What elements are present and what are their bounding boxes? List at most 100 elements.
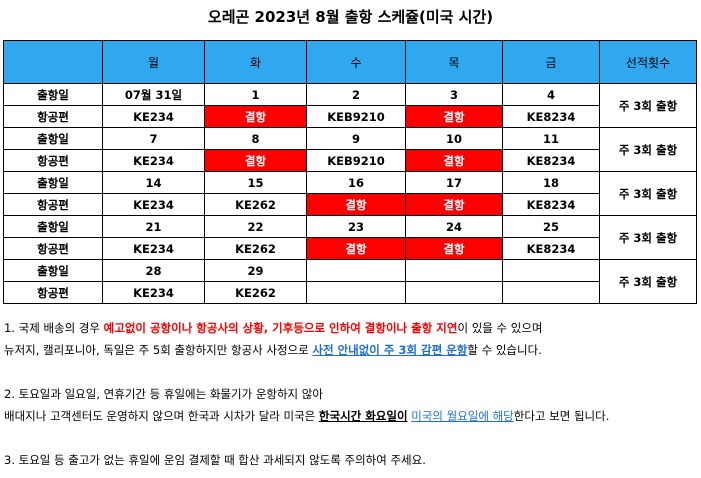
- note-3: 3. 토요일 등 출고가 없는 휴일에 운임 결제할 때 합산 과세되지 않도록…: [4, 449, 694, 471]
- date-cell: 4: [502, 83, 600, 106]
- note-text: 배대지나 고객센터도 운영하지 않으며 한국과 시차가 달라 미국은: [4, 409, 319, 423]
- flight-cell: KE8234: [502, 237, 600, 260]
- flight-cell: [306, 281, 406, 304]
- header-row: 월 화 수 목 금 선적횟수: [3, 40, 697, 84]
- flight-cell: KE262: [204, 193, 307, 216]
- date-cell: 10: [405, 127, 503, 150]
- cancelled-flight-cell: 결항: [204, 105, 307, 128]
- note-text: 3. 토요일 등 출고가 없는 휴일에 운임 결제할 때 합산 과세되지 않도록…: [4, 453, 426, 467]
- table-row: 항공편 KE234 KE262: [3, 281, 697, 304]
- row-label-date: 출항일: [3, 171, 103, 194]
- header-cell-wed: 수: [306, 40, 406, 84]
- date-cell: [405, 259, 503, 282]
- date-cell: 18: [502, 171, 600, 194]
- weekly-count-cell: 주 3회 출항: [599, 171, 697, 216]
- flight-cell: KEB9210: [306, 105, 406, 128]
- date-cell: 24: [405, 215, 503, 238]
- page-title: 오레곤 2023년 8월 출항 스케쥴(미국 시간): [207, 8, 494, 26]
- flight-cell: KE8234: [502, 193, 600, 216]
- date-cell: 25: [502, 215, 600, 238]
- date-cell: 22: [204, 215, 307, 238]
- cancelled-flight-cell: 결항: [405, 193, 503, 216]
- note-2-line-2: 배대지나 고객센터도 운영하지 않으며 한국과 시차가 달라 미국은 한국시간 …: [4, 405, 694, 427]
- flight-cell: KE8234: [502, 149, 600, 172]
- row-label-flight: 항공편: [3, 237, 103, 260]
- note-highlight-blue: 미국의 월요일에 해당: [411, 409, 514, 423]
- flight-cell: [502, 281, 600, 304]
- table-row: 출항일 21 22 23 24 25 주 3회 출항: [3, 215, 697, 260]
- flight-cell: KE234: [102, 193, 205, 216]
- note-highlight-black: 한국시간 화요일이: [318, 409, 408, 423]
- cancelled-flight-cell: 결항: [405, 237, 503, 260]
- date-cell: 21: [102, 215, 205, 238]
- row-label-date: 출항일: [3, 127, 103, 150]
- row-label-date: 출항일: [3, 83, 103, 106]
- note-text: 뉴저지, 캘리포니아, 독일은 주 5회 출항하지만 항공사 사정으로: [4, 343, 313, 357]
- row-label-date: 출항일: [3, 215, 103, 238]
- note-1-line-2: 뉴저지, 캘리포니아, 독일은 주 5회 출항하지만 항공사 사정으로 사전 안…: [4, 339, 694, 361]
- date-cell: 07월 31일: [102, 83, 205, 106]
- cancelled-flight-cell: 결항: [306, 237, 406, 260]
- date-cell: 17: [405, 171, 503, 194]
- flight-cell: KE234: [102, 105, 205, 128]
- date-cell: 29: [204, 259, 307, 282]
- table-row: 항공편 KE234 KE262 결항 결항 KE8234: [3, 193, 697, 216]
- header-cell-thu: 목: [405, 40, 503, 84]
- header-cell-fri: 금: [502, 40, 600, 84]
- row-label-flight: 항공편: [3, 193, 103, 216]
- date-cell: 3: [405, 83, 503, 106]
- cancelled-flight-cell: 결항: [405, 149, 503, 172]
- note-text: 한다고 보면 됩니다.: [513, 409, 610, 423]
- flight-cell: KE234: [102, 281, 205, 304]
- date-cell: 9: [306, 127, 406, 150]
- date-cell: 1: [204, 83, 307, 106]
- table-row: 항공편 KE234 결항 KEB9210 결항 KE8234: [3, 149, 697, 172]
- note-text: 이 있을 수 있으며: [457, 321, 543, 335]
- note-highlight-blue: 사전 안내없이 주 3회 감편 운항: [312, 343, 468, 357]
- row-label-flight: 항공편: [3, 149, 103, 172]
- flight-cell: KE262: [204, 281, 307, 304]
- cancelled-flight-cell: 결항: [405, 105, 503, 128]
- table-row: 출항일 07월 31일 1 2 3 4 주 3회 출항: [3, 83, 697, 128]
- date-cell: [502, 259, 600, 282]
- flight-cell: KEB9210: [306, 149, 406, 172]
- note-1-line-1: 1. 국제 배송의 경우 예고없이 공항이나 항공사의 상황, 기후등으로 인하…: [4, 317, 694, 339]
- date-cell: 2: [306, 83, 406, 106]
- weekly-count-cell: 주 3회 출항: [599, 83, 697, 128]
- table-row: 출항일 28 29 주 3회 출항: [3, 259, 697, 304]
- header-cell-tue: 화: [204, 40, 307, 84]
- table-row: 항공편 KE234 KE262 결항 결항 KE8234: [3, 237, 697, 260]
- flight-cell: KE234: [102, 149, 205, 172]
- table-row: 출항일 7 8 9 10 11 주 3회 출항: [3, 127, 697, 172]
- flight-cell: KE234: [102, 237, 205, 260]
- date-cell: 16: [306, 171, 406, 194]
- header-cell-blank: [3, 40, 103, 84]
- table-row: 항공편 KE234 결항 KEB9210 결항 KE8234: [3, 105, 697, 128]
- flight-cell: KE8234: [502, 105, 600, 128]
- notes: 1. 국제 배송의 경우 예고없이 공항이나 항공사의 상황, 기후등으로 인하…: [4, 317, 694, 471]
- header-cell-mon: 월: [102, 40, 205, 84]
- date-cell: 14: [102, 171, 205, 194]
- table-row: 출항일 14 15 16 17 18 주 3회 출항: [3, 171, 697, 216]
- note-text: 2. 토요일과 일요일, 연휴기간 등 휴일에는 화물기가 운항하지 않아: [4, 387, 323, 401]
- date-cell: 7: [102, 127, 205, 150]
- flight-cell: KE262: [204, 237, 307, 260]
- date-cell: 28: [102, 259, 205, 282]
- row-label-flight: 항공편: [3, 281, 103, 304]
- date-cell: 15: [204, 171, 307, 194]
- date-cell: 11: [502, 127, 600, 150]
- cancelled-flight-cell: 결항: [306, 193, 406, 216]
- date-cell: [306, 259, 406, 282]
- weekly-count-cell: 주 3회 출항: [599, 215, 697, 260]
- note-text: 할 수 있습니다.: [467, 343, 542, 357]
- note-highlight-red: 예고없이 공항이나 항공사의 상황, 기후등으로 인하여 결항이나 출항 지연: [103, 321, 458, 335]
- note-text: 1. 국제 배송의 경우: [4, 321, 104, 335]
- schedule-table: 월 화 수 목 금 선적횟수 출항일 07월 31일 1 2 3 4 주 3회 출항 항공편 K…: [3, 40, 697, 304]
- row-label-flight: 항공편: [3, 105, 103, 128]
- date-cell: 23: [306, 215, 406, 238]
- header-cell-shipments: 선적횟수: [599, 40, 697, 84]
- cancelled-flight-cell: 결항: [204, 149, 307, 172]
- row-label-date: 출항일: [3, 259, 103, 282]
- date-cell: 8: [204, 127, 307, 150]
- weekly-count-cell: 주 3회 출항: [599, 259, 697, 304]
